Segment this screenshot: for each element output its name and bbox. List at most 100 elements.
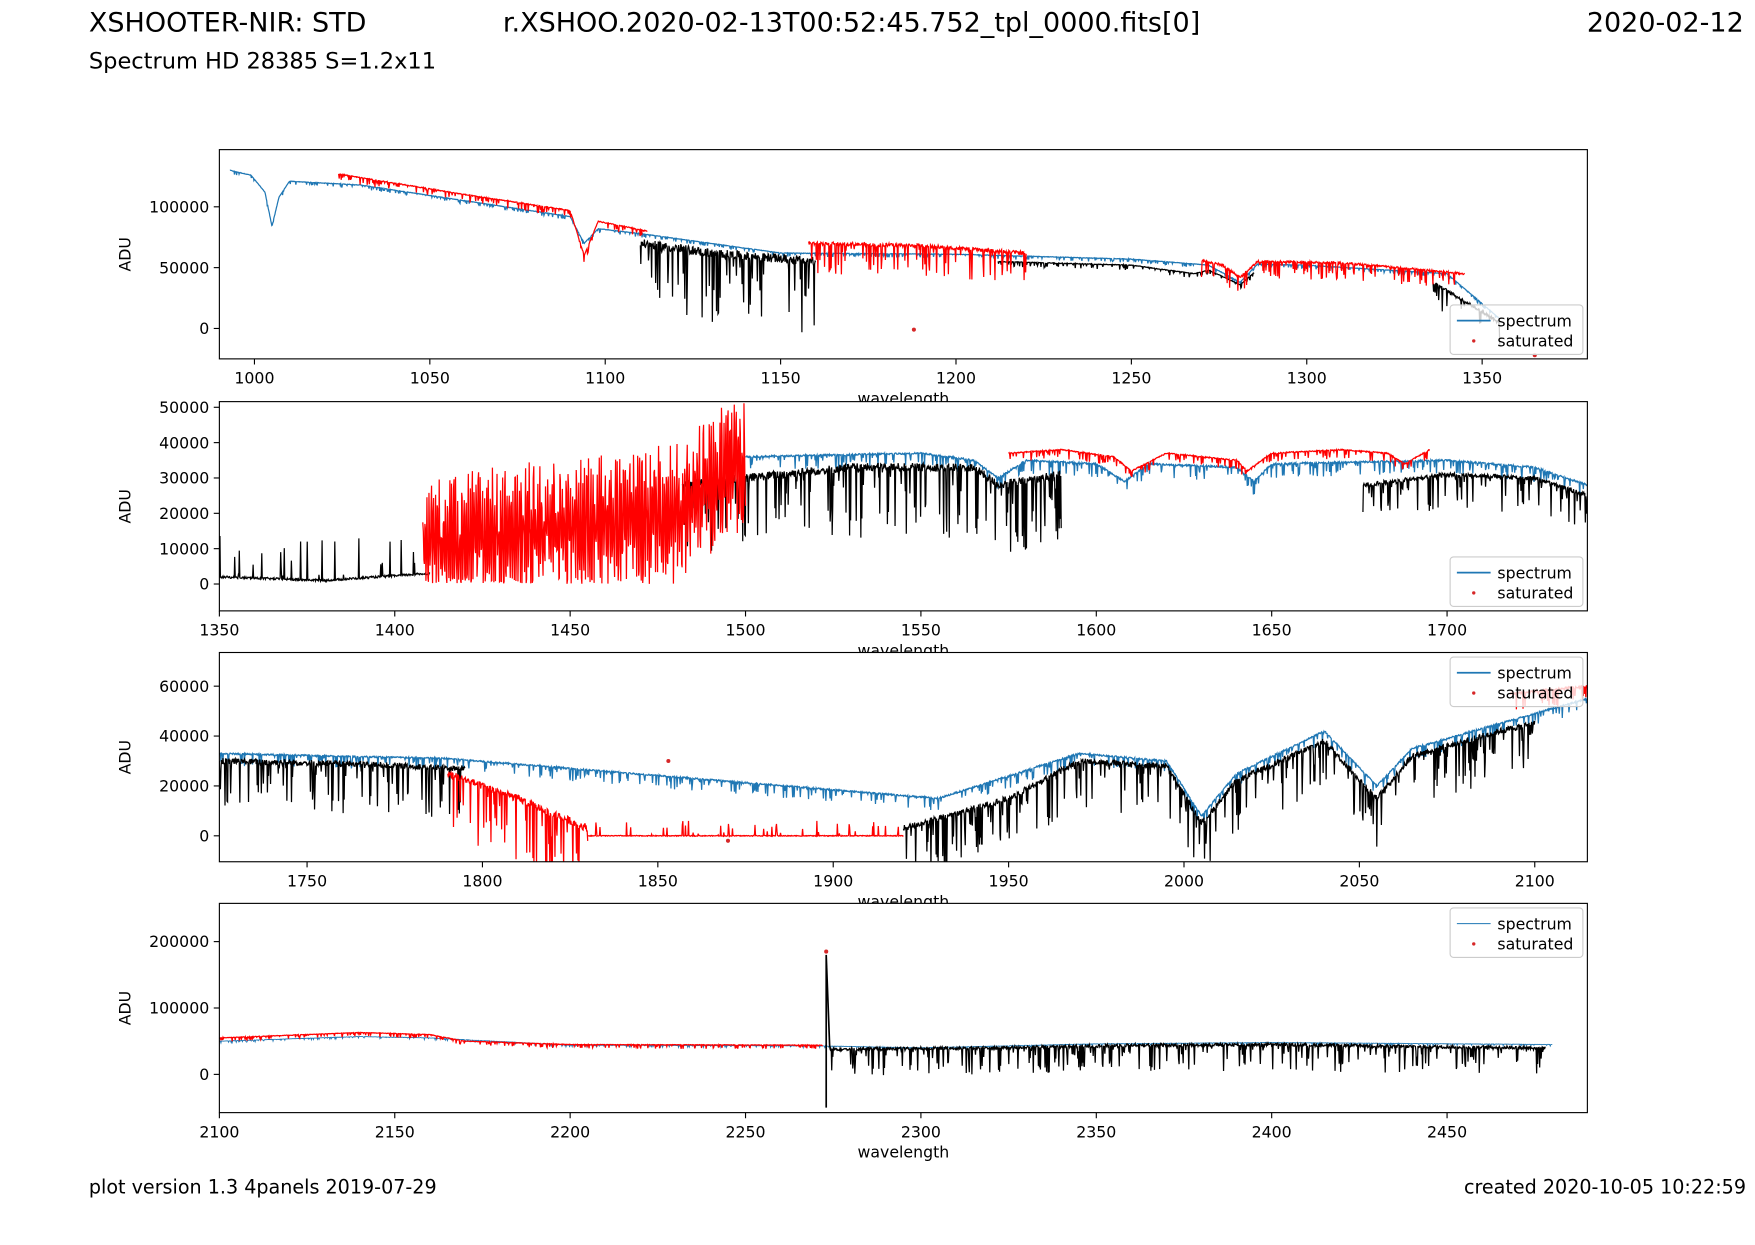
x-tick-label: 2450 [1427, 1122, 1467, 1141]
y-tick-label: 100000 [149, 197, 209, 216]
legend-box [1449, 304, 1584, 355]
legend-saturated-marker [1472, 942, 1476, 946]
saturated-line [808, 240, 1027, 281]
spectrum-line [229, 169, 1501, 320]
legend-saturated-label: saturated [1497, 584, 1573, 603]
saturated-line [1008, 447, 1431, 478]
y-tick-label: 20000 [159, 777, 209, 796]
axes-frame [218, 149, 1588, 360]
axes-frame [218, 651, 1588, 863]
y-tick-label: 40000 [159, 727, 209, 746]
x-tick-label: 1650 [1252, 621, 1292, 640]
series-group [219, 403, 1588, 584]
x-tick-label: 2300 [901, 1122, 941, 1141]
x-tick-label: 1350 [199, 621, 239, 640]
spectrum-excluded-line [902, 720, 1536, 862]
legend-saturated-marker [1472, 339, 1476, 343]
x-tick-label: 1800 [462, 872, 502, 891]
legend-saturated-marker [1472, 691, 1476, 695]
y-tick-label: 50000 [159, 398, 209, 417]
saturated-line [338, 173, 648, 262]
x-tick-label: 2100 [1515, 872, 1555, 891]
panel-2: 1350 1400 1450 1500 1550 1600 1650 1700 0 10000 20… [116, 398, 1588, 660]
y-tick-label: 20000 [159, 504, 209, 523]
spectrum-excluded-line [219, 756, 466, 817]
x-tick-label: 1600 [1076, 621, 1116, 640]
y-tick-label: 0 [199, 575, 209, 594]
created-timestamp: created 2020-10-05 10:22:59 [1463, 1176, 1746, 1200]
y-tick-label: 0 [199, 319, 209, 338]
saturated-point [911, 327, 916, 332]
legend-spectrum-label: spectrum [1497, 563, 1572, 582]
spectrum-excluded-line [1362, 471, 1588, 525]
x-tick-label: 1850 [638, 872, 678, 891]
axes-frame [218, 401, 1588, 612]
x-tick-label: 2050 [1339, 872, 1379, 891]
x-tick-label: 2150 [375, 1122, 415, 1141]
spectrum-excluded-line [997, 260, 1255, 290]
x-tick-label: 1000 [234, 369, 274, 388]
y-axis-label: ADU [116, 489, 135, 523]
x-tick-label: 1700 [1427, 621, 1467, 640]
x-tick-label: 2100 [199, 1122, 239, 1141]
saturated-line [447, 770, 589, 862]
spectrum-excluded-line [639, 239, 817, 333]
x-tick-label: 2350 [1076, 1122, 1116, 1141]
legend-saturated-label: saturated [1497, 935, 1573, 954]
y-tick-label: 30000 [159, 469, 209, 488]
y-tick-label: 0 [199, 1065, 209, 1084]
plot-version: plot version 1.3 4panels 2019-07-29 [88, 1176, 437, 1200]
legend: spectrum saturated [1449, 907, 1584, 958]
legend-saturated-marker [1472, 591, 1476, 595]
saturated-line [587, 820, 904, 838]
series-group [219, 684, 1588, 862]
saturated-point [725, 838, 731, 843]
x-tick-label: 2200 [550, 1122, 590, 1141]
y-tick-label: 200000 [149, 932, 209, 951]
spectrum-excluded-line [829, 1040, 1546, 1076]
legend-box [1449, 907, 1584, 958]
x-tick-label: 1350 [1462, 369, 1502, 388]
y-axis-label: ADU [116, 740, 135, 774]
x-axis-label: wavelength [858, 1143, 950, 1162]
legend-box [1449, 656, 1584, 708]
legend-box [1449, 556, 1584, 607]
x-tick-label: 1550 [901, 621, 941, 640]
spectrum-excluded-line [219, 535, 431, 584]
spectrum-line [219, 697, 1588, 821]
y-tick-label: 60000 [159, 677, 209, 696]
date-title: 2020-02-12 [1586, 6, 1744, 39]
x-tick-label: 2250 [725, 1122, 765, 1141]
x-tick-label: 1050 [410, 369, 450, 388]
spectrum-subtitle: Spectrum HD 28385 S=1.2x11 [88, 47, 437, 75]
spectrum-excluded-line [681, 461, 1062, 552]
panel-background [219, 401, 1588, 611]
x-tick-label: 1400 [375, 621, 415, 640]
y-tick-label: 40000 [159, 433, 209, 452]
series-group [229, 169, 1537, 358]
saturated-point [824, 949, 829, 954]
legend-saturated-label: saturated [1497, 684, 1573, 703]
y-tick-label: 100000 [149, 999, 209, 1018]
panel-1: 1000 1050 1100 1150 1200 1250 1300 1350 0 50000 10… [116, 149, 1588, 408]
legend: spectrum saturated [1449, 304, 1584, 355]
instrument-title: XSHOOTER-NIR: STD [88, 6, 367, 39]
saturated-point [666, 758, 671, 764]
legend-spectrum-label: spectrum [1497, 663, 1572, 682]
x-tick-label: 1450 [550, 621, 590, 640]
y-axis-label: ADU [116, 991, 135, 1025]
saturated-line [1200, 258, 1466, 291]
x-tick-label: 1150 [761, 369, 801, 388]
panel-background [219, 903, 1588, 1113]
x-tick-label: 1250 [1111, 369, 1151, 388]
y-tick-label: 10000 [159, 539, 209, 558]
legend-spectrum-label: spectrum [1497, 914, 1572, 933]
legend-spectrum-label: spectrum [1497, 311, 1572, 330]
x-tick-label: 1300 [1287, 369, 1327, 388]
legend-saturated-label: saturated [1497, 332, 1573, 351]
saturated-line [219, 1031, 824, 1051]
x-tick-label: 1900 [813, 872, 853, 891]
spectrum-spike-line [825, 954, 831, 1108]
x-tick-label: 2400 [1252, 1122, 1292, 1141]
